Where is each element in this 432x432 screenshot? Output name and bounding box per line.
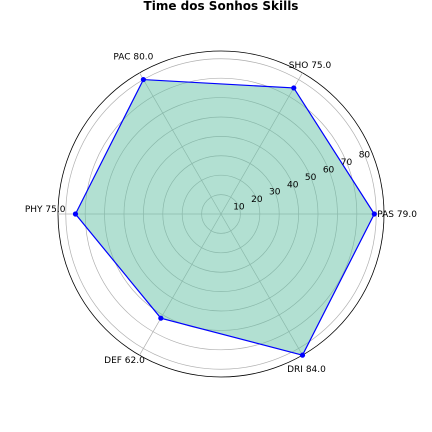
radial-tick-label: 10 <box>233 203 245 213</box>
radial-tick-label: 30 <box>269 188 281 198</box>
point-label: PHY 75.0 <box>25 205 66 215</box>
radial-tick-label: 60 <box>323 165 335 175</box>
chart-title: Time dos Sonhos Skills <box>144 0 299 13</box>
data-point <box>371 211 377 217</box>
series-area <box>74 78 375 356</box>
point-label: SHO 75.0 <box>289 61 332 71</box>
data-point <box>299 352 306 358</box>
radial-tick-label: 40 <box>287 180 299 190</box>
point-label: DEF 62.0 <box>104 356 145 366</box>
labels: 10 20 30 40 50 60 70 80 PAS 79.0 SHO 75.0 PAC 80.0… <box>25 53 417 376</box>
data-point <box>140 76 146 83</box>
point-label: PAC 80.0 <box>113 53 153 63</box>
point-label: DRI 84.0 <box>287 365 326 375</box>
radial-tick-label: 70 <box>341 158 353 168</box>
data-point <box>158 315 164 321</box>
data-point <box>72 211 79 217</box>
radial-tick-label: 20 <box>251 195 263 205</box>
point-label: PAS 79.0 <box>377 210 417 220</box>
series <box>72 76 377 358</box>
radial-tick-label: 80 <box>359 151 371 161</box>
data-point <box>291 85 297 91</box>
radial-tick-label: 50 <box>305 173 317 183</box>
